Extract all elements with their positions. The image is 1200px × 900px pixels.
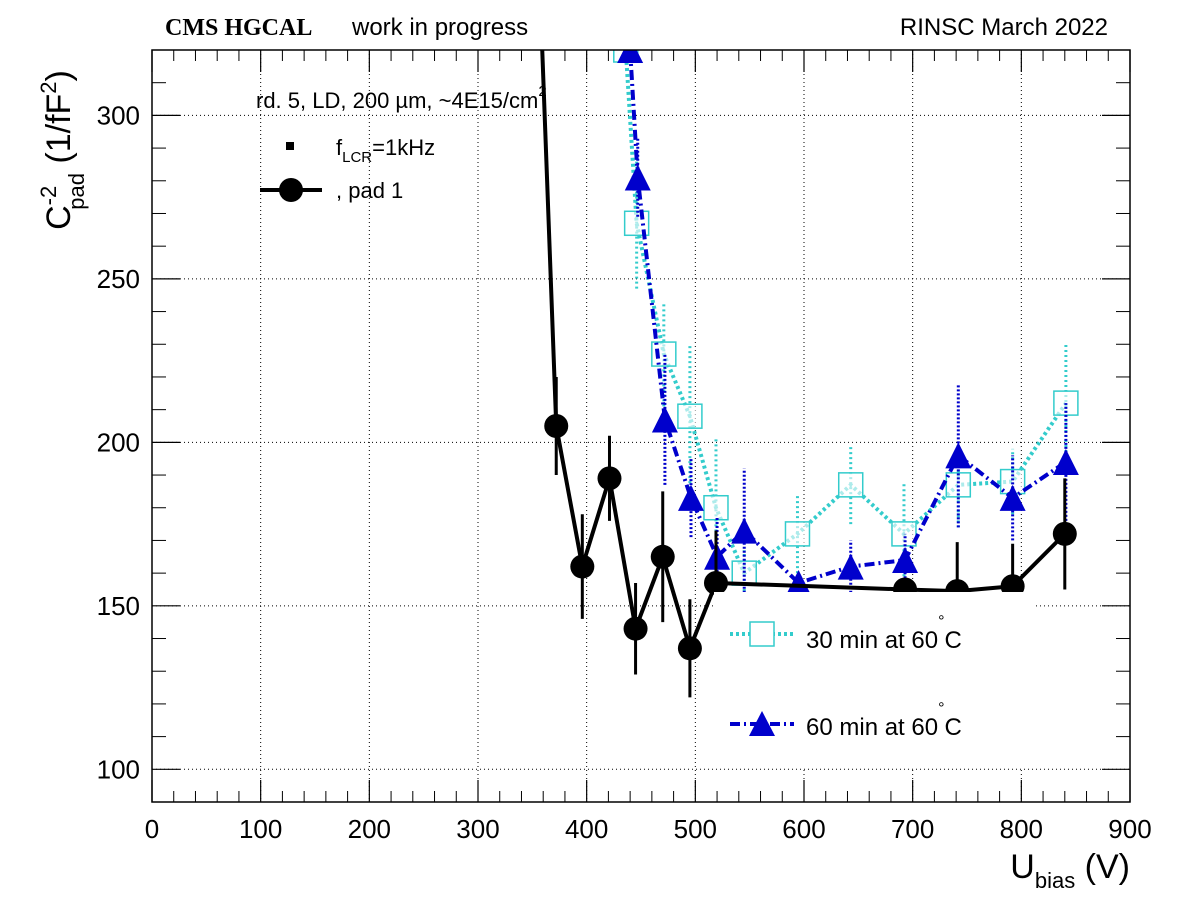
x-tick-label: 700 — [891, 814, 934, 844]
legend-pad1-marker — [279, 178, 303, 202]
data-point — [784, 521, 811, 547]
data-point — [999, 484, 1026, 511]
x-tick-label: 400 — [565, 814, 608, 844]
series-cyan-open-square-dotted — [613, 50, 1079, 597]
data-point — [677, 403, 703, 429]
x-tick-label: 0 — [145, 814, 159, 844]
x-axis-sub: bias — [1035, 868, 1075, 893]
data-point — [837, 472, 864, 498]
legend-condition-sup: 2 — [538, 83, 546, 100]
data-point — [544, 414, 569, 438]
y-axis-sub: pad — [64, 173, 89, 210]
legend-bottom-right: 30 min at 60°C 60 min at 60°C — [714, 592, 1034, 768]
legend-30min-label: 30 min at 60°C — [806, 613, 962, 654]
legend-condition: rd. 5, LD, 200 µm, ~4E15/cm2 — [256, 83, 547, 113]
data-point — [651, 406, 678, 433]
data-point — [677, 484, 704, 511]
series-blue-triangle-dashdot — [617, 50, 1079, 597]
data-point — [623, 616, 648, 641]
y-tick-label: 300 — [97, 100, 140, 130]
legend-square-marker — [286, 142, 294, 150]
data-point — [677, 636, 702, 661]
experiment-label: CMS HGCAL — [165, 15, 312, 41]
legend-frequency: fLCR=1kHz — [336, 135, 435, 166]
data-point — [650, 544, 675, 569]
legend-pad1-label: , pad 1 — [336, 178, 403, 203]
data-point — [1052, 448, 1079, 475]
x-tick-label: 600 — [782, 814, 825, 844]
series-black-circle-solid — [529, 5, 1077, 698]
data-point — [617, 50, 644, 63]
y-axis-unit-open: (1/fF — [40, 94, 78, 173]
grid — [152, 50, 1130, 802]
data-point — [1052, 521, 1077, 546]
data-point — [945, 472, 972, 498]
data-point — [837, 553, 864, 580]
x-tick-label: 900 — [1108, 814, 1151, 844]
data-point — [624, 164, 651, 191]
data-point — [703, 570, 728, 595]
y-tick-label: 250 — [97, 264, 140, 294]
series-line — [540, 50, 1067, 651]
y-axis-unit-close: ) — [40, 70, 78, 81]
data-point — [597, 466, 622, 491]
data-point — [651, 341, 677, 367]
legend-top-left: rd. 5, LD, 200 µm, ~4E15/cm2 fLCR=1kHz ,… — [256, 83, 547, 203]
y-axis-title: C-2 pad (1/fF2) — [36, 70, 89, 230]
y-tick-label: 100 — [97, 754, 140, 784]
campaign-label: RINSC March 2022 — [900, 14, 1108, 41]
y-axis-unit-sup: 2 — [36, 81, 61, 93]
plot-frame — [151, 49, 1131, 803]
data-point — [785, 569, 812, 596]
legend-60min-marker — [749, 711, 775, 736]
data-point — [703, 494, 729, 521]
x-tick-label: 100 — [239, 814, 282, 844]
x-axis-main: U — [1010, 848, 1035, 886]
tick-labels: 0 100 200 300 400 500 600 700 800 900100150200250… — [97, 100, 1152, 844]
status-label: work in progress — [351, 14, 528, 41]
x-axis-title: Ubias (V) — [1010, 848, 1130, 893]
data-point — [731, 517, 758, 544]
y-axis-sup: -2 — [36, 186, 61, 206]
data-series — [529, 5, 1079, 698]
legend-30min-marker — [749, 621, 775, 647]
data-point — [570, 554, 595, 579]
x-tick-label: 300 — [456, 814, 499, 844]
x-tick-label: 800 — [1000, 814, 1043, 844]
y-tick-label: 150 — [97, 591, 140, 621]
x-tick-label: 200 — [348, 814, 391, 844]
x-axis-unit: (V) — [1075, 848, 1130, 886]
data-point — [945, 442, 972, 469]
data-point — [529, 5, 553, 29]
x-tick-label: 500 — [674, 814, 717, 844]
y-axis-main: C — [40, 205, 78, 230]
legend-60min-label: 60 min at 60°C — [806, 700, 962, 741]
y-tick-label: 200 — [97, 427, 140, 457]
data-point — [892, 547, 919, 574]
